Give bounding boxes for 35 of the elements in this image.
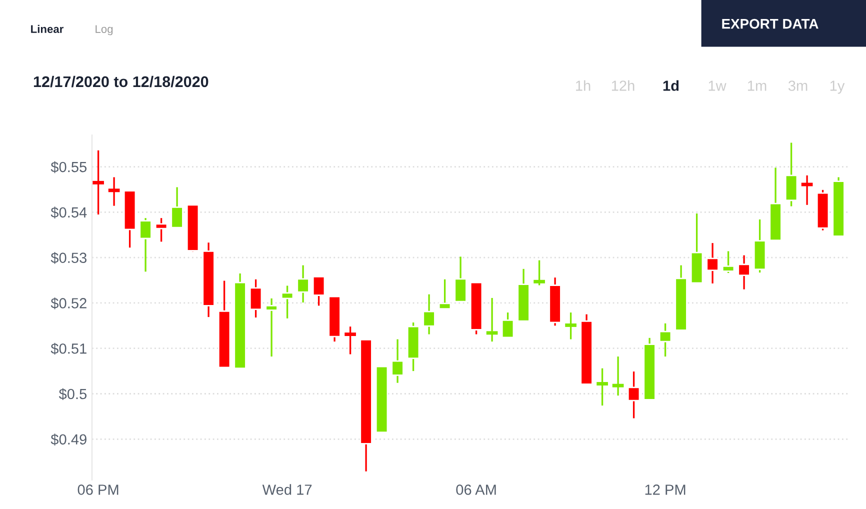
candlestick bbox=[706, 242, 719, 284]
candlestick bbox=[312, 276, 326, 307]
x-tick-label: 06 PM bbox=[78, 484, 118, 495]
chart-title: 12/17/2020 to 12/18/2020 bbox=[34, 76, 208, 88]
candlestick bbox=[249, 278, 262, 318]
candlestick bbox=[486, 297, 498, 342]
y-tick-label: $0.51 bbox=[50, 342, 86, 355]
candlestick bbox=[170, 186, 184, 228]
text: Log bbox=[96, 25, 113, 36]
y-tick-label: $0.53 bbox=[50, 252, 86, 264]
x-tick-label: 06 AM bbox=[456, 484, 496, 495]
candlestick bbox=[454, 256, 467, 302]
x-tick-label: 12 PM bbox=[645, 484, 686, 495]
text: 1d bbox=[663, 80, 679, 91]
candlestick bbox=[501, 312, 514, 338]
candlestick bbox=[738, 254, 750, 290]
candlestick bbox=[422, 294, 436, 336]
y-tick-label: $0.49 bbox=[50, 434, 86, 446]
y-tick-label: $0.55 bbox=[50, 161, 87, 174]
candlestick bbox=[296, 264, 310, 304]
y-tick-label: $0.54 bbox=[50, 206, 87, 218]
candlestick bbox=[139, 217, 152, 272]
candlestick bbox=[391, 338, 404, 384]
y-tick-label: $0.52 bbox=[50, 297, 86, 310]
candlestick bbox=[658, 322, 672, 358]
y-tick-label: $0.5 bbox=[58, 388, 87, 400]
x-tick-label: Wed 17 bbox=[262, 484, 312, 495]
candlestick bbox=[722, 250, 735, 274]
candlestick bbox=[280, 284, 294, 320]
candlestick bbox=[627, 370, 640, 420]
candlestick bbox=[438, 278, 452, 310]
candlestick bbox=[265, 298, 278, 358]
text: Linear bbox=[31, 24, 64, 33]
text: EXPORT DATA bbox=[722, 18, 818, 29]
candlestick bbox=[154, 217, 168, 243]
